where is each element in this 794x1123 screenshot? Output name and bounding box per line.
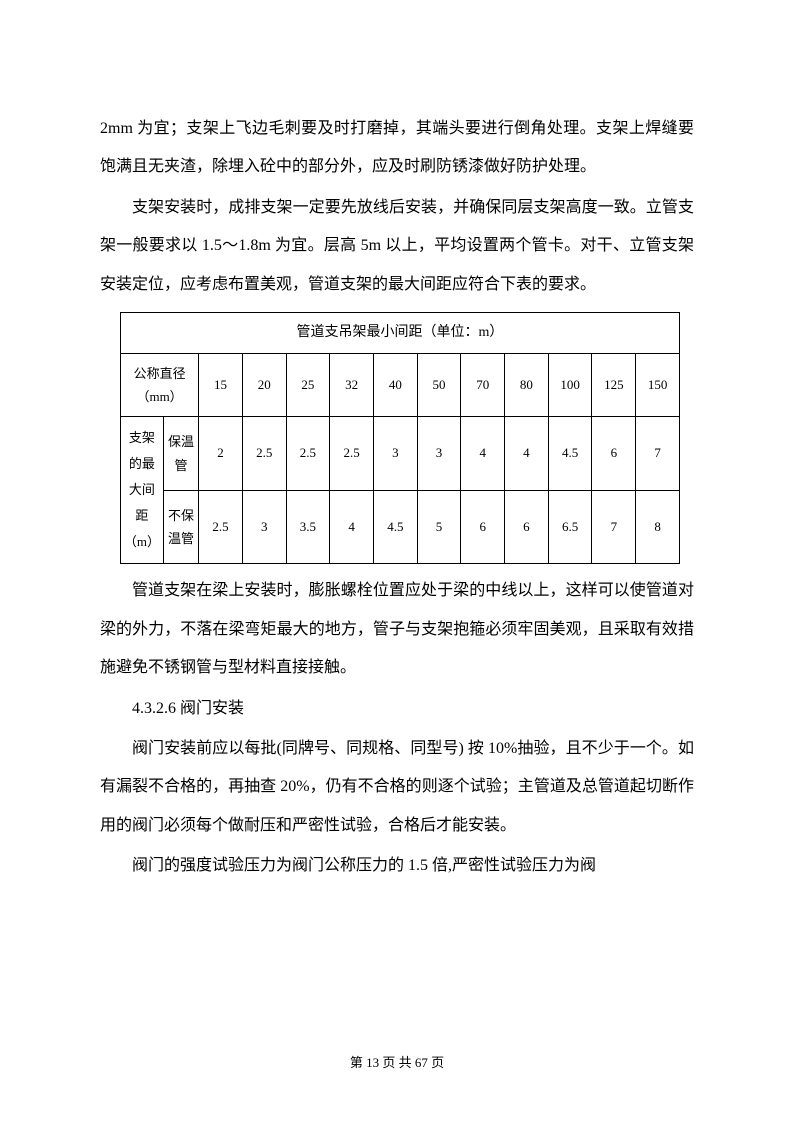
table-data-cell: 2 (199, 417, 243, 491)
table-data-cell: 3 (417, 417, 461, 491)
spacing-table: 管道支吊架最小间距（单位：m） 公称直径（mm） 15 20 25 32 40 … (120, 312, 680, 564)
table-data-cell: 4 (461, 417, 505, 491)
table-data-cell: 2.5 (330, 417, 374, 491)
table-diameter-cell: 25 (286, 353, 330, 417)
paragraph-1: 2mm 为宜；支架上飞边毛刺要及时打磨掉，其端头要进行倒角处理。支架上焊缝要饱满… (100, 110, 694, 187)
table-diameter-cell: 100 (548, 353, 592, 417)
table-diameter-cell: 150 (636, 353, 680, 417)
table-data-cell: 2.5 (242, 417, 286, 491)
table-data-cell: 7 (636, 417, 680, 491)
table-data-cell: 6.5 (548, 490, 592, 564)
table-data-cell: 3.5 (286, 490, 330, 564)
table-data-cell: 8 (636, 490, 680, 564)
paragraph-6: 阀门的强度试验压力为阀门公称压力的 1.5 倍,严密性试验压力为阀 (100, 847, 694, 885)
table-data-cell: 4.5 (373, 490, 417, 564)
spacing-table-wrap: 管道支吊架最小间距（单位：m） 公称直径（mm） 15 20 25 32 40 … (120, 312, 694, 564)
table-diameter-cell: 20 (242, 353, 286, 417)
table-diameter-cell: 80 (505, 353, 549, 417)
table-data-cell: 4 (505, 417, 549, 491)
table-data-cell: 7 (592, 490, 636, 564)
paragraph-3: 管道支架在梁上安装时，膨胀螺栓位置应处于梁的中线以上，这样可以使管道对梁的外力，… (100, 572, 694, 687)
page-footer: 第 13 页 共 67 页 (0, 1052, 794, 1071)
table-diameter-cell: 15 (199, 353, 243, 417)
table-row-label-insulated: 保温管 (163, 417, 198, 491)
table-data-cell: 6 (461, 490, 505, 564)
table-data-cell: 5 (417, 490, 461, 564)
table-data-cell: 3 (373, 417, 417, 491)
table-diameter-cell: 125 (592, 353, 636, 417)
table-diameter-cell: 40 (373, 353, 417, 417)
document-content: 2mm 为宜；支架上飞边毛刺要及时打磨掉，其端头要进行倒角处理。支架上焊缝要饱满… (100, 110, 694, 885)
table-data-cell: 3 (242, 490, 286, 564)
table-side-label: 支架的最大间距（m） (121, 417, 164, 564)
table-data-cell: 2.5 (199, 490, 243, 564)
table-data-cell: 6 (505, 490, 549, 564)
section-heading: 4.3.2.6 阀门安装 (100, 690, 694, 728)
table-title: 管道支吊架最小间距（单位：m） (121, 312, 680, 353)
table-data-cell: 6 (592, 417, 636, 491)
paragraph-2: 支架安装时，成排支架一定要先放线后安装，并确保同层支架高度一致。立管支架一般要求… (100, 189, 694, 304)
table-data-cell: 4 (330, 490, 374, 564)
table-header-diameter: 公称直径（mm） (121, 353, 199, 417)
table-diameter-cell: 50 (417, 353, 461, 417)
paragraph-5: 阀门安装前应以每批(同牌号、同规格、同型号) 按 10%抽验，且不少于一个。如有… (100, 730, 694, 845)
table-diameter-cell: 70 (461, 353, 505, 417)
table-diameter-cell: 32 (330, 353, 374, 417)
table-data-cell: 2.5 (286, 417, 330, 491)
table-data-cell: 4.5 (548, 417, 592, 491)
table-row-label-uninsulated: 不保温管 (163, 490, 198, 564)
